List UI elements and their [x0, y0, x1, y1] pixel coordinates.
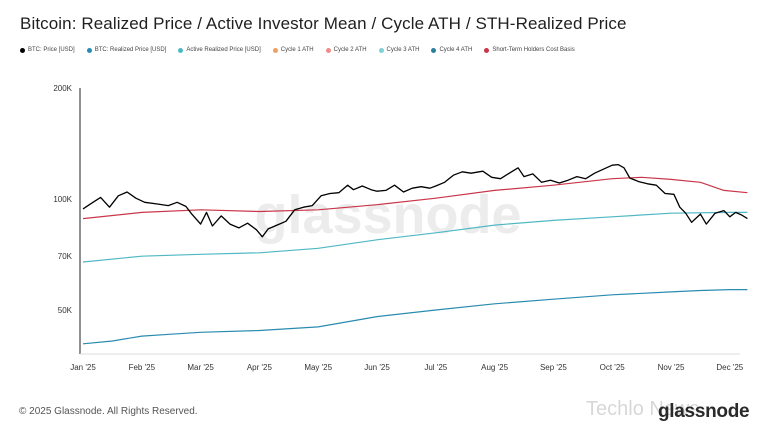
- legend-item[interactable]: Cycle 1 ATH: [272, 47, 314, 53]
- legend-label: Cycle 3 ATH: [386, 47, 420, 53]
- x-tick-label: Jan '25: [70, 363, 96, 372]
- x-tick-label: Oct '25: [600, 363, 626, 372]
- chart-watermark: glassnode: [254, 185, 521, 245]
- series-line-active-realized-price-usd: [82, 211, 748, 263]
- copyright-text: © 2025 Glassnode. All Rights Reserved.: [19, 406, 198, 417]
- legend-swatch: [272, 47, 278, 53]
- x-tick-label: May '25: [304, 363, 332, 372]
- x-tick-label: Apr '25: [247, 363, 273, 372]
- x-tick-label: Feb '25: [129, 363, 156, 372]
- x-tick-label: Jun '25: [364, 363, 390, 372]
- legend-label: BTC: Price [USD]: [28, 47, 75, 53]
- legend-swatch: [484, 47, 490, 53]
- x-tick-label: Sep '25: [540, 363, 567, 372]
- legend-label: Short-Term Holders Cost Basis: [492, 47, 575, 53]
- legend-label: Cycle 2 ATH: [333, 47, 367, 53]
- series-line-short-term-holders-cost-basis: [82, 176, 748, 220]
- legend-swatch: [325, 47, 331, 53]
- legend-label: BTC: Realized Price [USD]: [94, 47, 167, 53]
- legend-label: Active Realized Price [USD]: [186, 47, 261, 53]
- legend-item[interactable]: Cycle 3 ATH: [378, 47, 420, 53]
- legend-swatch: [431, 47, 437, 53]
- legend-swatch: [20, 47, 25, 53]
- legend-item[interactable]: Cycle 2 ATH: [325, 47, 367, 53]
- x-tick-label: Dec '25: [716, 363, 743, 372]
- x-tick-label: Mar '25: [187, 363, 214, 372]
- legend-item[interactable]: Active Realized Price [USD]: [178, 47, 261, 53]
- legend-item[interactable]: Cycle 4 ATH: [431, 47, 472, 53]
- legend-item[interactable]: BTC: Realized Price [USD]: [86, 47, 167, 53]
- chart-legend: BTC: Price [USD] BTC: Realized Price [USD…: [20, 47, 575, 53]
- legend-item[interactable]: Short-Term Holders Cost Basis: [484, 47, 575, 53]
- y-tick-label: 200K: [53, 84, 72, 93]
- legend-swatch: [378, 47, 384, 53]
- legend-item[interactable]: BTC: Price [USD]: [20, 47, 75, 53]
- series-line-btc-price-usd: [82, 163, 748, 238]
- overlay-watermark: Techlo News: [586, 398, 700, 420]
- y-tick-label: 100K: [53, 195, 72, 204]
- y-tick-label: 70K: [58, 252, 73, 261]
- x-tick-label: Aug '25: [481, 363, 508, 372]
- series-line-btc-realized-price-usd: [82, 289, 748, 345]
- x-tick-label: Jul '25: [424, 363, 447, 372]
- y-tick-label: 50K: [58, 306, 73, 315]
- chart-title: Bitcoin: Realized Price / Active Investo…: [20, 14, 627, 33]
- legend-swatch: [178, 47, 184, 53]
- brand-logo: glassnode: [658, 401, 750, 422]
- x-tick-label: Nov '25: [658, 363, 685, 372]
- legend-swatch: [86, 47, 92, 53]
- legend-label: Cycle 4 ATH: [439, 47, 473, 53]
- legend-label: Cycle 1 ATH: [280, 47, 314, 53]
